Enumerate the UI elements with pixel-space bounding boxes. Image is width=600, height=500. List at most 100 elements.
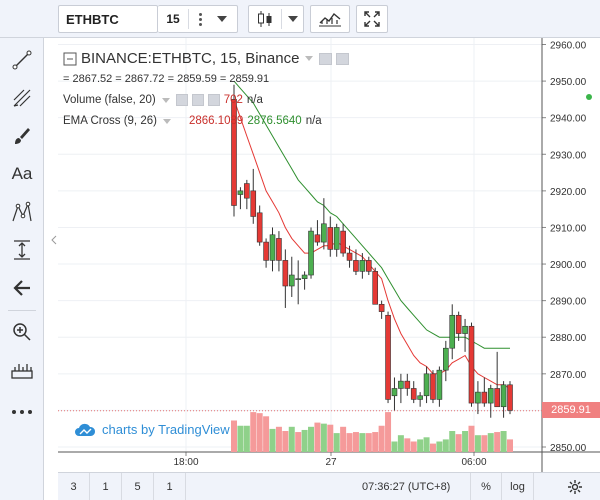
chevron-down-icon[interactable] — [161, 97, 170, 103]
candle-body — [250, 190, 257, 217]
text-tool[interactable]: Aa — [0, 158, 44, 190]
chevron-down-icon[interactable] — [211, 16, 233, 22]
candle-body — [359, 260, 366, 272]
tradingview-attribution[interactable]: charts by TradingView — [74, 422, 230, 437]
left-toolbar: Aa — [0, 0, 44, 500]
range-button-2[interactable]: 1 — [90, 473, 122, 500]
volume-bar — [378, 425, 385, 452]
volume-bar — [256, 413, 263, 452]
toolbar-divider — [8, 310, 36, 311]
y-tick-label: 2880.00 — [550, 333, 587, 344]
candle-body — [244, 183, 250, 199]
gear-icon — [568, 479, 582, 494]
zoom-in-tool[interactable] — [0, 316, 44, 348]
candle-body — [468, 325, 475, 404]
candle-body — [333, 227, 340, 250]
candle-body — [449, 314, 456, 349]
volume-bar — [275, 426, 282, 452]
volume-bar — [295, 432, 302, 452]
chart-settings-button[interactable] — [558, 473, 592, 500]
volume-label: Volume (false, 20) — [63, 94, 156, 106]
volume-bar — [333, 433, 340, 452]
trend-line-icon — [12, 50, 32, 70]
candle-body — [314, 234, 321, 243]
collapse-legend-icon[interactable] — [63, 52, 77, 66]
chart-area[interactable]: 2960.00 2950.00 2940.00 2930.00 2920.00 2910.… — [58, 38, 600, 472]
fullscreen-icon — [364, 11, 380, 27]
ruler-icon — [11, 364, 33, 379]
volume-bar — [314, 422, 321, 452]
brush-tool[interactable] — [0, 120, 44, 152]
candle-body — [276, 238, 282, 261]
candle-body — [237, 190, 244, 195]
pitchfork-tool[interactable] — [0, 82, 44, 114]
volume-bar — [481, 435, 488, 452]
candle-body — [321, 223, 327, 243]
interval-more-icon[interactable] — [189, 12, 211, 26]
measure-tool[interactable] — [0, 234, 44, 266]
candle-body — [417, 395, 423, 400]
trend-line-tool[interactable] — [0, 44, 44, 76]
range-button-1[interactable]: 3 — [58, 473, 90, 500]
close-icon[interactable] — [207, 94, 220, 106]
chevron-down-icon[interactable] — [162, 118, 171, 124]
volume-bar — [288, 426, 295, 452]
arrow-tool[interactable] — [0, 272, 44, 304]
volume-bar — [269, 428, 276, 452]
chevron-left-icon — [51, 235, 57, 245]
volume-bar — [449, 431, 456, 452]
more-tools[interactable] — [0, 396, 44, 428]
candle-body — [346, 252, 353, 261]
candle-body — [288, 274, 295, 287]
chart-type-selector[interactable] — [248, 5, 304, 33]
percent-scale-button[interactable]: % — [470, 473, 502, 500]
current-price-label: 2859.91 — [542, 402, 600, 418]
x-tick-label: 27 — [325, 457, 337, 468]
indicators-icon — [319, 12, 341, 27]
volume-bar — [404, 438, 411, 452]
price-chart[interactable]: 2960.00 2950.00 2940.00 2930.00 2920.00 2910.… — [58, 38, 600, 472]
settings-icon[interactable] — [191, 94, 204, 106]
zoom-in-icon — [13, 323, 31, 341]
measure-icon — [14, 240, 30, 260]
y-tick-label: 2890.00 — [550, 297, 587, 308]
range-button-3[interactable]: 5 — [122, 473, 154, 500]
interval-selector[interactable]: 15 — [158, 5, 238, 33]
volume-bar — [410, 441, 417, 452]
candle-body — [340, 230, 346, 254]
candle-body — [385, 314, 391, 400]
ema-fast-value: 2866.1089 — [188, 115, 244, 127]
toolbar-collapse-handle[interactable] — [50, 232, 58, 248]
eye-icon[interactable] — [319, 52, 333, 65]
volume-bar — [474, 435, 481, 452]
volume-bar — [250, 412, 257, 452]
candle-body — [378, 303, 385, 312]
y-tick-label: 2900.00 — [550, 260, 587, 271]
candle-body — [462, 325, 468, 334]
chevron-down-icon[interactable] — [305, 56, 314, 61]
volume-bar — [494, 432, 501, 452]
eye-icon[interactable] — [175, 94, 188, 106]
symbol-input[interactable]: ETHBTC — [58, 5, 158, 33]
candle-body — [430, 373, 436, 400]
fullscreen-button[interactable] — [356, 5, 388, 33]
volume-bar — [417, 439, 424, 452]
candle-body — [487, 388, 494, 404]
volume-bar — [429, 443, 436, 452]
ruler-tool[interactable] — [0, 354, 44, 386]
volume-bar — [468, 425, 475, 452]
indicators-button[interactable] — [310, 5, 350, 33]
range-button-4[interactable]: 1 — [154, 473, 186, 500]
log-scale-button[interactable]: log — [502, 473, 534, 500]
volume-bar — [308, 426, 315, 452]
cloud-icon — [75, 423, 96, 436]
candle-body — [475, 391, 481, 404]
ohlc-values: = 2867.52 = 2867.72 = 2859.59 = 2859.91 — [63, 73, 270, 85]
volume-bar — [352, 432, 359, 452]
volume-bar — [359, 433, 366, 452]
clock[interactable]: 07:36:27 (UTC+8) — [362, 480, 451, 493]
settings-icon[interactable] — [336, 52, 350, 65]
pattern-tool[interactable] — [0, 196, 44, 228]
chevron-down-icon[interactable] — [282, 16, 303, 22]
interval-value: 15 — [166, 12, 180, 26]
